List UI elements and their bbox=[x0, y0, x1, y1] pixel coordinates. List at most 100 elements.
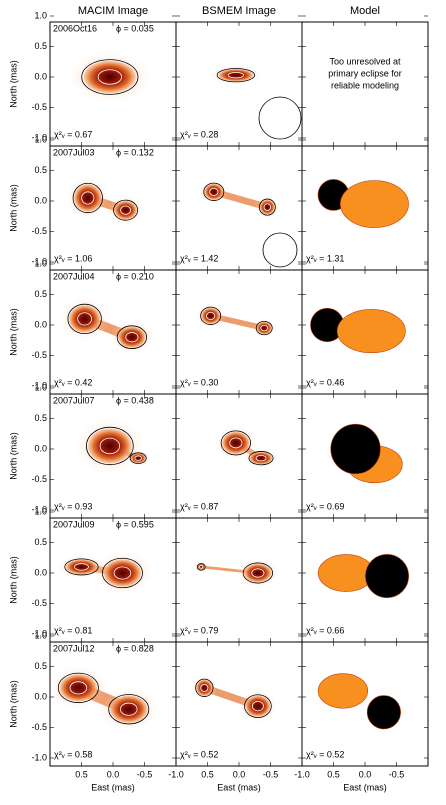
secondary-star bbox=[340, 180, 409, 228]
phase-label: ϕ = 0.035 bbox=[116, 23, 154, 33]
source bbox=[83, 60, 136, 94]
y-tick-label: 0.0 bbox=[34, 319, 47, 329]
date-label: 2007Jul04 bbox=[53, 271, 95, 281]
y-axis-label: North (mas) bbox=[8, 432, 18, 480]
panel: χ²ᵥ = 0.52 0.5 0.0 -0.5 -1.0 East (mas) bbox=[175, 635, 310, 792]
source bbox=[244, 563, 272, 583]
phase-label: ϕ = 0.828 bbox=[116, 643, 154, 653]
phase-label: ϕ = 0.132 bbox=[116, 147, 154, 157]
y-tick-label: -1.0 bbox=[31, 380, 47, 390]
contour bbox=[200, 683, 209, 692]
chi2-label: χ²ᵥ = 0.58 bbox=[54, 749, 92, 759]
panel: χ²ᵥ = 0.30 bbox=[175, 263, 303, 395]
secondary-star bbox=[336, 309, 406, 354]
chi2-label: χ²ᵥ = 0.69 bbox=[306, 501, 344, 511]
phase-label: ϕ = 0.438 bbox=[116, 395, 154, 405]
y-tick-label: -1.0 bbox=[31, 504, 47, 514]
contour bbox=[255, 454, 267, 462]
primary-star bbox=[366, 695, 401, 730]
x-axis-label: East (mas) bbox=[217, 782, 261, 792]
contour bbox=[260, 324, 268, 332]
y-tick-label: 0.5 bbox=[34, 165, 47, 175]
date-label: 2006Oct16 bbox=[53, 23, 97, 33]
y-tick-label: 0.5 bbox=[34, 661, 47, 671]
chi2-label: χ²ᵥ = 0.52 bbox=[180, 749, 218, 759]
contour bbox=[251, 701, 264, 712]
source bbox=[196, 679, 213, 696]
contour bbox=[101, 557, 143, 589]
panel: χ²ᵥ = 0.66 bbox=[301, 511, 429, 643]
primary-star bbox=[365, 554, 410, 599]
source bbox=[69, 305, 101, 333]
panel: χ²ᵥ = 0.69 bbox=[301, 387, 429, 519]
contour bbox=[119, 702, 138, 716]
source bbox=[218, 68, 254, 82]
panel: χ²ᵥ = 0.81 2007Jul09 ϕ = 0.595 1.0 0.5 0.0 -0.… bbox=[8, 506, 177, 643]
contour bbox=[220, 430, 251, 456]
y-tick-label: -0.5 bbox=[31, 350, 47, 360]
contour bbox=[81, 59, 139, 95]
contour bbox=[113, 566, 132, 580]
y-tick-label: 0.0 bbox=[34, 443, 47, 453]
contour bbox=[69, 681, 88, 695]
contour bbox=[125, 332, 139, 343]
source bbox=[103, 559, 142, 587]
chi2-label: χ²ᵥ = 0.28 bbox=[180, 129, 218, 139]
y-axis-label: North (mas) bbox=[8, 556, 18, 604]
source bbox=[59, 674, 97, 702]
y-tick-label: 0.5 bbox=[34, 413, 47, 423]
x-axis-label: East (mas) bbox=[91, 782, 135, 792]
panel-frame bbox=[301, 641, 429, 767]
chi2-label: χ²ᵥ = 0.42 bbox=[54, 377, 92, 387]
contour bbox=[74, 563, 89, 571]
contour bbox=[200, 306, 222, 325]
beam bbox=[258, 96, 302, 140]
column-title: Model bbox=[350, 5, 380, 17]
chi2-label: χ²ᵥ = 1.42 bbox=[180, 253, 218, 263]
contour bbox=[251, 568, 265, 578]
y-tick-label: 1.0 bbox=[34, 10, 47, 20]
y-tick-label: -0.5 bbox=[31, 722, 47, 732]
panel: χ²ᵥ = 0.46 bbox=[301, 263, 429, 395]
panel: χ²ᵥ = 0.87 bbox=[175, 387, 303, 519]
contour bbox=[134, 455, 142, 461]
source bbox=[245, 695, 271, 717]
chi2-label: χ²ᵥ = 0.67 bbox=[54, 129, 92, 139]
contour bbox=[248, 451, 274, 466]
y-tick-label: -0.5 bbox=[31, 598, 47, 608]
contour bbox=[81, 191, 95, 205]
panel: χ²ᵥ = 0.93 2007Jul07 ϕ = 0.438 1.0 0.5 0.0 -0.… bbox=[8, 382, 177, 519]
y-tick-label: 0.5 bbox=[34, 41, 47, 51]
source bbox=[88, 428, 132, 464]
x-tick-label: -0.5 bbox=[263, 769, 279, 779]
date-label: 2007Jul07 bbox=[53, 395, 95, 405]
contour bbox=[244, 694, 272, 718]
y-tick-label: 1.0 bbox=[34, 630, 47, 640]
contour bbox=[67, 303, 102, 335]
contour bbox=[116, 325, 148, 349]
contour bbox=[209, 187, 219, 196]
chi2-label: χ²ᵥ = 0.46 bbox=[306, 377, 344, 387]
contour bbox=[263, 203, 272, 211]
phase-label: ϕ = 0.595 bbox=[116, 519, 154, 529]
y-axis-label: North (mas) bbox=[8, 60, 18, 108]
contour bbox=[229, 437, 243, 449]
phase-label: ϕ = 0.210 bbox=[116, 271, 154, 281]
panel: χ²ᵥ = 0.58 2007Jul12 ϕ = 0.828 1.0 0.5 0.0 -0.… bbox=[8, 630, 183, 792]
contour bbox=[242, 562, 274, 584]
x-axis-label: East (mas) bbox=[343, 782, 387, 792]
chi2-label: χ²ᵥ = 0.52 bbox=[306, 749, 344, 759]
contour bbox=[120, 205, 132, 215]
source bbox=[256, 321, 272, 335]
source bbox=[197, 563, 205, 571]
x-tick-label: 0.0 bbox=[359, 769, 372, 779]
source bbox=[130, 453, 146, 464]
source bbox=[204, 183, 224, 200]
y-tick-label: 1.0 bbox=[34, 258, 47, 268]
secondary-star bbox=[317, 673, 369, 709]
x-tick-label: 0.0 bbox=[107, 769, 120, 779]
chi2-label: χ²ᵥ = 1.31 bbox=[306, 253, 344, 263]
chi2-label: χ²ᵥ = 1.06 bbox=[54, 253, 92, 263]
contour bbox=[113, 199, 139, 221]
